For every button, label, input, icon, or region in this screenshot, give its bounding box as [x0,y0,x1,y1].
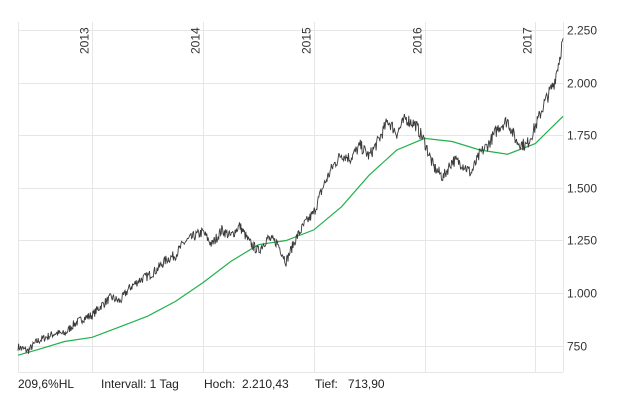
y-tick-label: 1.750 [567,129,597,143]
gridlines [18,22,564,373]
y-axis-ticks: 2.250 2.000 1.750 1.500 1.250 1.000 750 [567,24,597,354]
moving-average-line [17,115,564,356]
y-tick-label: 750 [567,340,587,354]
low-label: Tief: 713,90 [315,377,385,391]
price-line [17,38,564,354]
x-tick-label: 2013 [78,27,92,54]
x-tick-label: 2014 [189,27,203,54]
x-tick-label: 2015 [300,27,314,54]
y-tick-label: 2.000 [567,77,597,91]
y-tick-label: 1.000 [567,287,597,301]
y-tick-label: 1.250 [567,234,597,248]
y-tick-label: 2.250 [567,24,597,38]
high-label: Hoch: 2.210,43 [204,377,289,391]
interval-label: Intervall: 1 Tag [101,377,179,391]
y-tick-label: 1.500 [567,182,597,196]
x-tick-label: 2017 [521,27,535,54]
chart-footer: 209,6%HL Intervall: 1 Tag Hoch: 2.210,43… [0,373,622,395]
x-tick-label: 2016 [411,27,425,54]
x-axis-ticks: 2013 2014 2015 2016 2017 [78,27,535,54]
performance-label: 209,6%HL [18,377,75,391]
